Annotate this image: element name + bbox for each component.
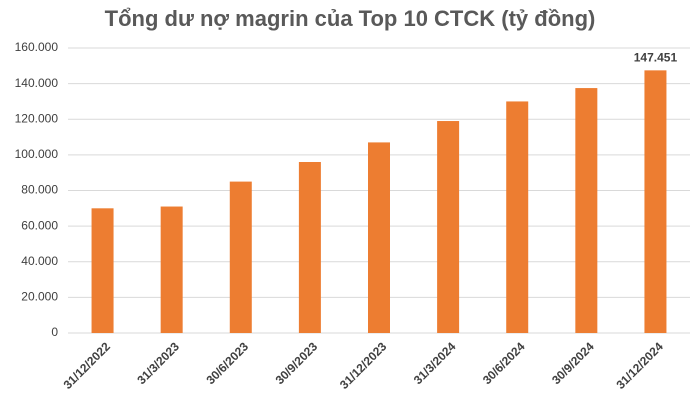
x-tick-label: 30/6/2024 xyxy=(480,339,528,387)
bar xyxy=(506,101,529,333)
y-tick-label: 140.000 xyxy=(15,76,59,90)
y-tick-label: 0 xyxy=(51,325,58,339)
x-tick-label: 30/9/2023 xyxy=(273,339,321,387)
bar xyxy=(229,181,252,333)
bar xyxy=(91,208,114,333)
y-tick-label: 160.000 xyxy=(15,40,59,54)
bar xyxy=(575,88,598,333)
x-tick-label: 30/9/2024 xyxy=(549,339,597,387)
x-tick-label: 31/12/2022 xyxy=(61,339,114,392)
bar xyxy=(298,162,321,333)
x-tick-label: 31/12/2024 xyxy=(613,339,666,392)
bar xyxy=(368,142,390,333)
y-tick-label: 40.000 xyxy=(21,254,58,268)
bar xyxy=(160,206,183,333)
y-tick-label: 20.000 xyxy=(21,290,58,304)
x-tick-label: 31/3/2023 xyxy=(134,339,182,387)
y-tick-label: 120.000 xyxy=(15,111,59,125)
value-label: 147.451 xyxy=(634,51,678,65)
bar xyxy=(644,70,667,333)
chart-title: Tổng dư nợ magrin của Top 10 CTCK (tỷ đồ… xyxy=(105,6,596,31)
y-tick-label: 80.000 xyxy=(21,183,58,197)
x-tick-label: 30/6/2023 xyxy=(203,339,251,387)
x-tick-label: 31/3/2024 xyxy=(411,339,459,387)
y-tick-label: 100.000 xyxy=(15,147,59,161)
bar xyxy=(437,121,460,333)
x-tick-label: 31/12/2023 xyxy=(337,339,390,392)
y-tick-label: 60.000 xyxy=(21,218,58,232)
